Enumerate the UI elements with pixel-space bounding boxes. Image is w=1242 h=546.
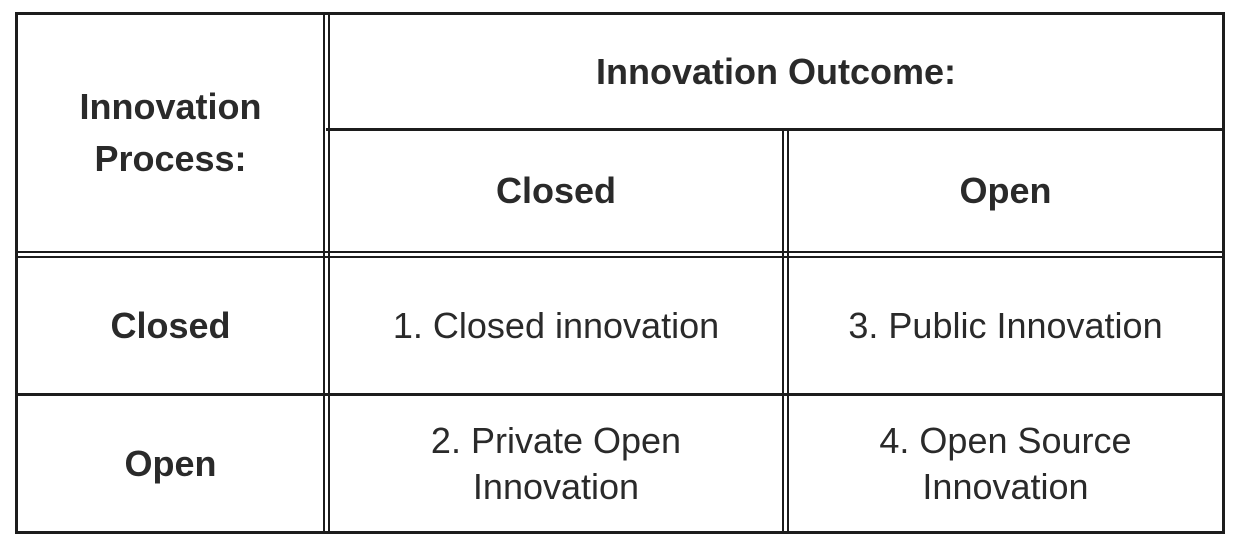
column-header-closed: Closed [330, 131, 782, 251]
border-left [15, 12, 18, 534]
cell-private-open-innovation-line-1: 2. Private Open [430, 419, 682, 461]
divider-second-column-b [787, 130, 789, 534]
cell-open-source-innovation: 4. Open Source Innovation [789, 396, 1222, 531]
divider-first-column-b [328, 12, 330, 534]
cell-closed-innovation: 1. Closed innovation [330, 258, 782, 393]
border-right [1222, 12, 1225, 534]
divider-second-column-a [782, 130, 784, 534]
process-header-line-1: Innovation [79, 86, 262, 127]
divider-first-column-a [323, 12, 325, 534]
border-bottom [15, 531, 1225, 534]
row-label-open: Open [18, 396, 323, 531]
row-label-closed-text: Closed [110, 304, 231, 346]
row-label-closed: Closed [18, 258, 323, 393]
process-header: Innovation Process: [18, 15, 323, 251]
cell-private-open-innovation: 2. Private Open Innovation [330, 396, 782, 531]
cell-public-innovation-text: 3. Public Innovation [848, 304, 1163, 346]
cell-closed-innovation-text: 1. Closed innovation [392, 304, 720, 346]
outcome-header-text: Innovation Outcome: [596, 50, 956, 92]
process-header-line-2: Process: [94, 138, 247, 179]
cell-open-source-innovation-line-2: Innovation [922, 465, 1089, 507]
cell-private-open-innovation-line-2: Innovation [472, 465, 640, 507]
outcome-header: Innovation Outcome: [330, 15, 1222, 128]
divider-header-b [15, 256, 1225, 258]
column-header-closed-text: Closed [495, 170, 617, 211]
divider-outcome-header [326, 128, 1225, 131]
divider-row [15, 393, 1225, 396]
border-top [15, 12, 1225, 15]
column-header-open: Open [789, 131, 1222, 251]
row-label-open-text: Open [124, 442, 217, 484]
column-header-open-text: Open [959, 170, 1052, 211]
divider-header-a [15, 251, 1225, 253]
innovation-matrix-table: Innovation Process: Innovation Outcome: … [15, 12, 1225, 534]
cell-public-innovation: 3. Public Innovation [789, 258, 1222, 393]
cell-open-source-innovation-line-1: 4. Open Source [879, 419, 1132, 461]
